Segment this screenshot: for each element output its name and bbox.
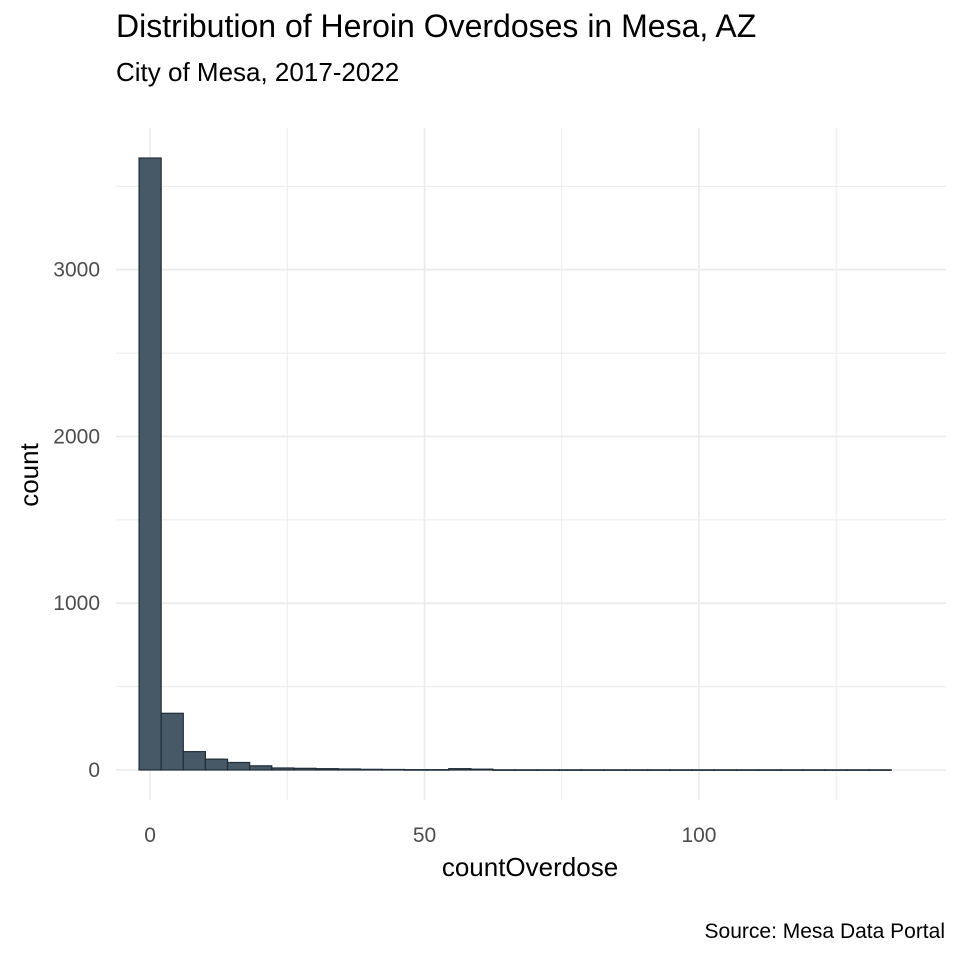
histogram-bar	[426, 769, 450, 771]
histogram-bar	[580, 769, 605, 771]
histogram-bar	[514, 769, 538, 771]
histogram-bar	[868, 769, 892, 771]
histogram-bar	[315, 768, 339, 771]
histogram-bar	[470, 768, 494, 771]
histogram-bar	[337, 768, 361, 771]
chart-title: Distribution of Heroin Overdoses in Mesa…	[116, 8, 757, 44]
histogram-bar	[182, 751, 207, 771]
histogram-bar	[293, 767, 317, 771]
histogram-bar	[160, 712, 184, 771]
x-axis-ticks: 0 50 100	[144, 824, 716, 847]
y-tick-label: 0	[88, 759, 100, 782]
source-caption: Source: Mesa Data Portal	[704, 920, 945, 943]
histogram-bar	[381, 768, 406, 771]
x-tick-label: 0	[144, 824, 156, 847]
x-tick-label: 50	[413, 824, 436, 847]
y-tick-label: 3000	[53, 259, 100, 282]
histogram-bar	[603, 769, 627, 771]
histogram-bar	[757, 769, 782, 771]
y-tick-label: 1000	[53, 592, 100, 615]
histogram-bar	[204, 758, 229, 771]
histogram-bar	[448, 768, 472, 771]
histogram-bar	[735, 769, 760, 771]
histogram-bar	[536, 769, 560, 771]
histogram-bar	[558, 769, 583, 771]
histogram-bar	[824, 769, 848, 771]
x-axis-title: countOverdose	[442, 852, 618, 882]
histogram-bar	[691, 769, 715, 771]
histogram-bar	[226, 761, 251, 771]
histogram-bar	[713, 769, 737, 771]
y-axis-title: count	[14, 442, 44, 506]
histogram-bar	[625, 769, 649, 771]
grid-lines	[116, 128, 946, 800]
histogram-bar	[359, 768, 384, 771]
histogram-bar	[647, 769, 671, 771]
histogram-bar	[669, 769, 693, 771]
histogram-bar	[492, 769, 516, 771]
histogram-bar	[403, 769, 428, 771]
x-tick-label: 100	[681, 824, 716, 847]
y-axis-ticks: 0 1000 2000 3000	[53, 259, 100, 782]
histogram-bar	[846, 769, 870, 771]
chart-subtitle: City of Mesa, 2017-2022	[116, 57, 400, 87]
histogram-bar	[802, 769, 826, 771]
histogram-bar	[138, 157, 162, 771]
histogram-bar	[249, 765, 273, 771]
y-tick-label: 2000	[53, 425, 100, 448]
histogram-bar	[780, 769, 804, 771]
bars	[138, 157, 892, 771]
histogram-bar	[271, 767, 295, 771]
